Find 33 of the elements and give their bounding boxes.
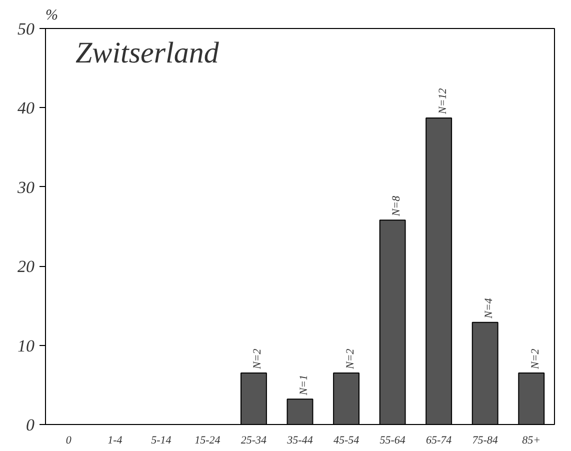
y-tick-label: 20 [18,257,35,276]
x-tick-label: 75-84 [472,434,498,446]
annotation: N=8 [390,195,403,218]
y-tick-label: 0 [26,416,35,434]
chart-title: Zwitserland [76,36,220,70]
bar [286,398,314,424]
x-tick-label: 45-54 [333,434,360,446]
bar [240,372,267,424]
y-axis-title: % [46,8,58,24]
x-tick-label: 25-34 [240,434,268,446]
bar [472,322,498,424]
x-tick-label: 65-74 [426,434,452,446]
x-tick-label: 85+ [522,434,541,446]
annotation: N=1 [298,374,310,396]
annotation: N=4 [483,298,496,320]
x-tick-label: 5-14 [151,434,172,446]
x-tick-label: 1-4 [108,434,123,446]
x-tick-label: 35-44 [286,434,314,446]
x-tick-label: 55-64 [380,434,406,446]
x-tick-label: 15-24 [194,434,221,446]
x-tick-label: 0 [66,434,72,446]
y-tick-label: 10 [18,336,35,356]
bar [333,372,360,424]
bar [426,117,452,424]
annotation: N=2 [529,348,542,370]
annotation: N=12 [436,88,449,115]
annotation: N=2 [252,348,264,370]
bar [379,220,406,424]
y-tick-label: 40 [18,98,35,118]
y-tick-label: 30 [16,178,35,197]
annotation: N=2 [344,348,356,370]
y-tick-label: 50 [18,20,35,38]
bar [518,372,545,424]
